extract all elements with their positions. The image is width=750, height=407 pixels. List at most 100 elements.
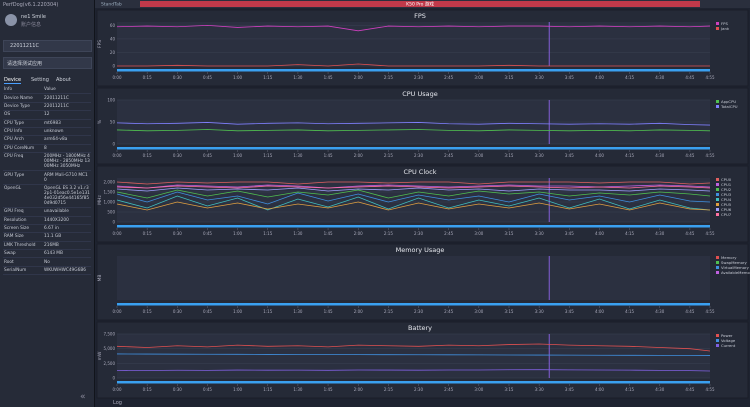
y-tick-label: 2,500: [104, 361, 116, 366]
series-line: [116, 184, 711, 189]
app-title: PerfDog(v6.1.220304): [3, 2, 59, 8]
x-tick-label: 1:45: [324, 75, 333, 80]
x-tick-label: 4:30: [655, 75, 664, 80]
legend-swatch: [716, 178, 719, 181]
plot-area: [117, 22, 710, 66]
x-tick-label: 4:30: [655, 153, 664, 158]
row: OpenGL OpenGL ES 3.2 v1.r32p1-01eac0.5e1e…: [3, 184, 91, 209]
scroll-bar: [117, 147, 710, 150]
collapse-icon[interactable]: «: [80, 392, 86, 402]
tab[interactable]: About: [56, 77, 71, 83]
row: SerialNum WKUWHWC49G6B6: [3, 266, 91, 276]
x-tick-label: 4:45: [685, 387, 694, 392]
cell: 200MHz - 1800MHz 400MHz - 2850MHz 1300MH…: [43, 152, 91, 172]
scroll-bar: [117, 303, 710, 306]
x-tick-label: 0:15: [143, 75, 152, 80]
x-tick-label: 3:30: [535, 153, 544, 158]
x-tick-label: 2:00: [354, 387, 363, 392]
x-tick-label: 2:00: [354, 75, 363, 80]
x-tick-label: 0:30: [173, 75, 182, 80]
y-tick-label: 0: [112, 220, 115, 225]
avatar[interactable]: [5, 14, 17, 26]
legend-swatch: [716, 339, 719, 342]
cell: Value: [43, 86, 91, 95]
legend-swatch: [716, 188, 719, 191]
legend-label: Jank: [720, 26, 730, 31]
x-tick-label: 4:00: [595, 309, 604, 314]
device-select[interactable]: 22011211C: [3, 40, 92, 52]
x-tick-label: 3:30: [535, 231, 544, 236]
x-tick-label: 4:45: [685, 309, 694, 314]
legend-swatch: [716, 100, 719, 103]
y-tick-label: 0: [112, 64, 115, 69]
row: CPU Type mt6983: [3, 119, 91, 128]
legend-swatch: [716, 193, 719, 196]
cell: Device Type: [3, 102, 43, 112]
app-select[interactable]: 请选择测试应用: [3, 57, 92, 69]
tab[interactable]: Setting: [31, 77, 49, 83]
x-tick-label: 2:15: [384, 75, 393, 80]
y-tick-label: 20: [110, 50, 116, 55]
x-tick-label: 2:15: [384, 387, 393, 392]
x-tick-label: 1:30: [293, 231, 302, 236]
legend-label: CPU5: [721, 202, 732, 207]
legend-swatch: [716, 261, 719, 264]
row: LMK Threshold 216MB: [3, 241, 91, 251]
x-tick-label: 2:45: [444, 75, 453, 80]
x-tick-label: 3:00: [474, 387, 483, 392]
x-tick-label: 4:00: [595, 231, 604, 236]
legend-label: CPU1: [721, 182, 732, 187]
x-tick-label: 4:00: [595, 153, 604, 158]
app-select-label: 请选择测试应用: [7, 61, 43, 67]
x-tick-label: 4:45: [685, 231, 694, 236]
account-info[interactable]: 账户信息: [21, 22, 42, 28]
cell: 6143 MB: [43, 249, 91, 259]
cell: LMK Threshold: [3, 241, 43, 251]
legend-label: FPS: [721, 21, 728, 26]
series-line: [116, 191, 711, 205]
cell: SerialNum: [3, 266, 43, 276]
y-axis-label: FPS: [97, 40, 103, 48]
x-tick-label: 1:00: [233, 231, 242, 236]
cell: Info: [3, 86, 43, 95]
x-tick-label: 2:45: [444, 387, 453, 392]
y-tick-label: 50: [110, 120, 116, 125]
series-line: [116, 369, 711, 372]
y-tick-label: 1,500: [104, 190, 116, 195]
tab[interactable]: Device: [4, 77, 22, 84]
x-tick-label: 0:00: [113, 231, 122, 236]
legend-label: Current: [721, 343, 736, 348]
legend-label: CPU0: [721, 177, 732, 182]
cell: WKUWHWC49G6B6: [43, 266, 91, 276]
cell: CPU Type: [3, 119, 43, 128]
x-tick-label: 1:30: [293, 309, 302, 314]
cell: CPU Freq: [3, 152, 43, 172]
cell: ARM Mali-G710 MC10: [43, 170, 91, 185]
user-name[interactable]: ne1 Smile: [21, 14, 46, 20]
y-tick-label: 7,500: [104, 332, 116, 337]
footer-log[interactable]: Log: [113, 400, 122, 406]
series-line: [116, 122, 711, 126]
x-tick-label: 0:00: [113, 75, 122, 80]
series-line: [116, 189, 711, 199]
chart-title: CPU Clock: [404, 168, 437, 176]
x-tick-label: 2:30: [414, 231, 423, 236]
legend-swatch: [716, 266, 719, 269]
y-tick-label: 2,000: [104, 180, 116, 185]
sidebar: PerfDog(v6.1.220304) ne1 Smile 账户信息 2201…: [0, 0, 95, 407]
x-tick-label: 3:00: [474, 153, 483, 158]
cell: OpenGL ES 3.2 v1.r32p1-01eac0.5e1e1314e0…: [43, 184, 91, 209]
legend-label: SwapMemory: [721, 260, 747, 265]
x-tick-label: 3:45: [565, 153, 574, 158]
chart-area: StandTab K50 Pro 游戏 Log FPS FPS 0 20 40 60 0:0…: [95, 0, 750, 406]
scroll-bar: [117, 69, 710, 72]
y-tick-label: 5,000: [104, 346, 116, 351]
cell: 1440X3200: [43, 216, 91, 225]
x-tick-label: 1:15: [263, 387, 272, 392]
x-tick-label: 2:00: [354, 309, 363, 314]
y-axis-label: %: [97, 119, 103, 124]
x-tick-label: 0:45: [203, 75, 212, 80]
x-tick-label: 2:00: [354, 231, 363, 236]
x-tick-label: 4:55: [706, 231, 715, 236]
